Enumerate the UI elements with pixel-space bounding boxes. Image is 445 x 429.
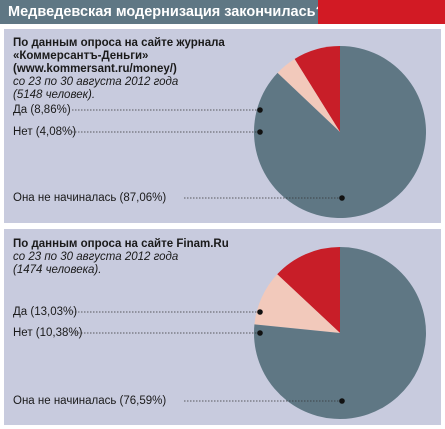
source-line: «Коммерсантъ-Деньги» (13, 50, 149, 62)
source-line: со 23 по 30 августа 2012 года (13, 76, 179, 88)
pie-slice-no (277, 58, 340, 132)
leader-dot (257, 107, 263, 113)
source-line: (5148 человек). (13, 89, 96, 101)
poll-panel-finam: По данным опроса на сайте Finam.Ru со 23… (4, 229, 441, 425)
source-line: (1474 человека). (13, 264, 102, 276)
label-not-started: Она не начиналась (76,59%) (13, 395, 167, 407)
pie-slice-no (254, 274, 340, 333)
header-bar: Медведевская модернизация закончилась? (0, 0, 445, 24)
label-yes: Да (13,03%) (13, 306, 78, 318)
source-text: По данным опроса на сайте Finam.Ru со 23… (13, 238, 229, 277)
source-line: По данным опроса на сайте журнала (13, 37, 225, 49)
label-not-started: Она не начиналась (87,06%) (13, 192, 167, 204)
pie-slice-yes (294, 46, 340, 132)
source-line: со 23 по 30 августа 2012 года (13, 251, 179, 263)
leader-dot (257, 129, 263, 135)
page-title: Медведевская модернизация закончилась? (0, 0, 335, 24)
pie-chart-finam (72, 247, 426, 419)
leader-dot (257, 309, 263, 315)
pie-slice-not-started (254, 247, 426, 419)
poll-panel-kommersant: По данным опроса на сайте журнала «Комме… (4, 29, 441, 223)
pie-slice-yes (277, 247, 340, 333)
leader-dot (339, 398, 345, 404)
pie-chart-kommersant (72, 46, 426, 219)
source-line: По данным опроса на сайте Finam.Ru (13, 238, 229, 250)
leader-dot (339, 195, 345, 201)
header-accent-bar (318, 0, 445, 24)
source-text: По данным опроса на сайте журнала «Комме… (13, 37, 225, 102)
label-no: Нет (10,38%) (13, 327, 83, 339)
label-yes: Да (8,86%) (13, 104, 71, 116)
pie-slice-not-started (253, 46, 426, 219)
source-line: (www.kommersant.ru/money/) (13, 63, 177, 75)
label-no: Нет (4,08%) (13, 126, 77, 138)
leader-dot (257, 330, 263, 336)
